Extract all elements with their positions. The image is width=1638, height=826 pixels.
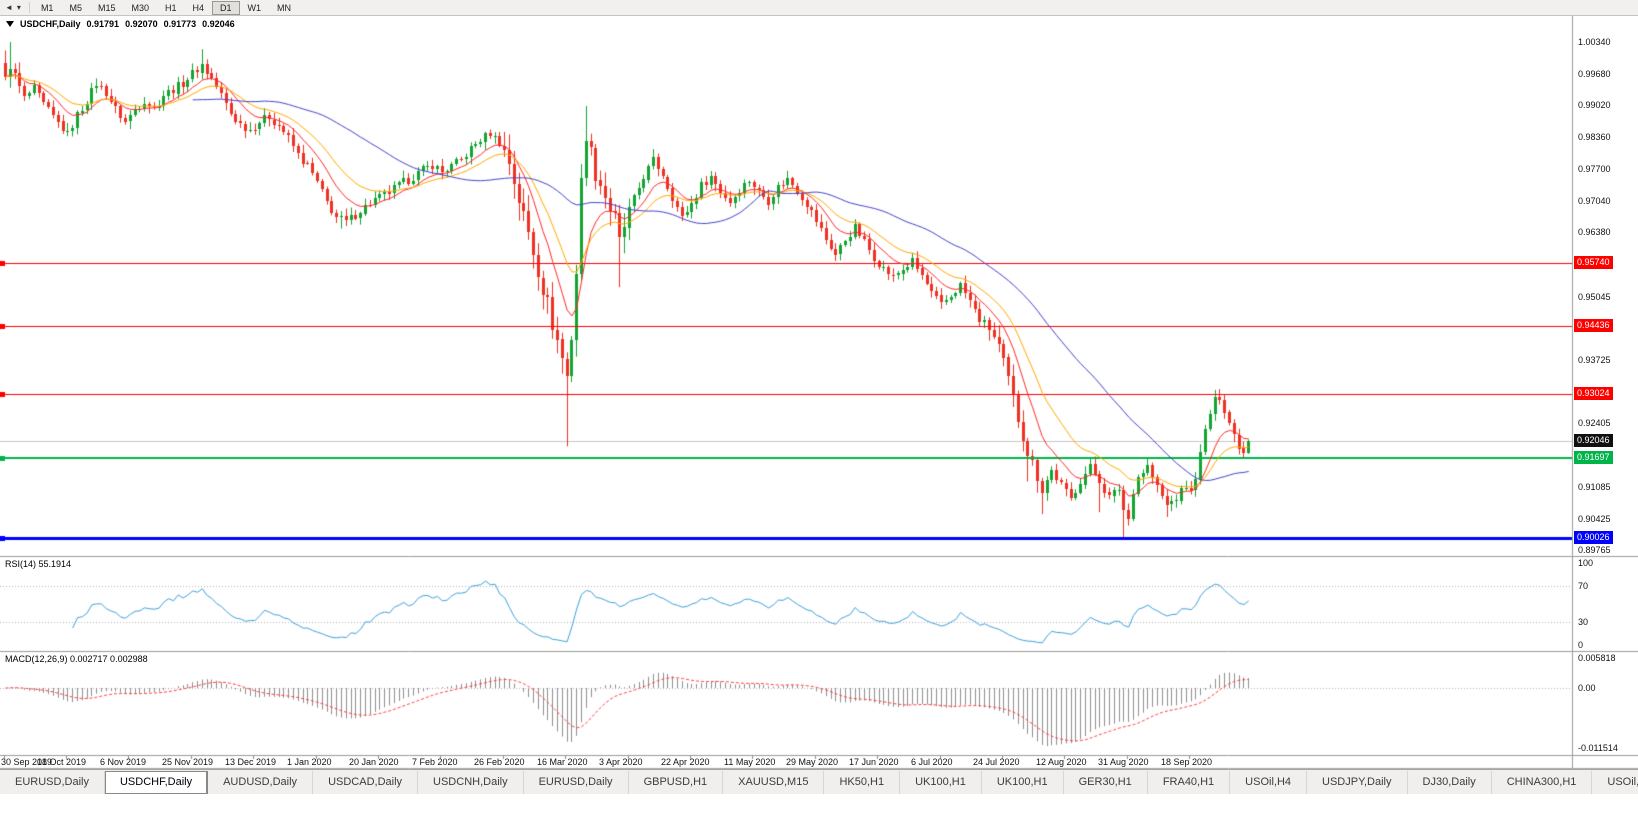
chart-tab-fra40-h1[interactable]: FRA40,H1: [1147, 771, 1231, 794]
bar-open-value: 0.91791: [86, 19, 120, 29]
timeframe-button-d1[interactable]: D1: [212, 0, 240, 15]
chart-tab-dj30-daily[interactable]: DJ30,Daily: [1407, 771, 1492, 794]
price-axis-tick: 0.95045: [1578, 292, 1611, 302]
price-line-label: 0.93024: [1574, 387, 1613, 400]
macd-axis-tick: 0.005818: [1578, 653, 1616, 663]
chart-tab-eurusd-daily[interactable]: EURUSD,Daily: [523, 771, 629, 794]
price-axis-tick: 0.89765: [1578, 545, 1611, 555]
price-axis-tick: 1.00340: [1578, 37, 1611, 47]
price-line-label: 0.91697: [1574, 451, 1613, 464]
price-axis-tick: 0.91085: [1578, 482, 1611, 492]
chart-tab-uk100-h1[interactable]: UK100,H1: [981, 771, 1064, 794]
price-axis-tick: 0.99020: [1578, 100, 1611, 110]
price-axis-tick: 0.97040: [1578, 196, 1611, 206]
bar-high-value: 0.92070: [125, 19, 158, 29]
chart-tabs: EURUSD,Daily USDCHF,Daily AUDUSD,Daily USDC…: [0, 769, 1638, 794]
toolbar-icons: ◄ ▾: [0, 3, 26, 12]
dropdown-caret-icon[interactable]: ▾: [16, 3, 21, 12]
chart-tab-usdcad-daily[interactable]: USDCAD,Daily: [313, 771, 419, 794]
macd-axis-tick: 0.00: [1578, 683, 1596, 693]
chart-tab-hk50-h1[interactable]: HK50,H1: [824, 771, 901, 794]
bar-close-value: 0.92046: [202, 19, 235, 29]
price-axis-tick: 0.99680: [1578, 69, 1611, 79]
timeframe-button-m30[interactable]: M30: [131, 2, 149, 13]
timeframe-toolbar: ◄ ▾ M1 M5 M15 M30 H1 H4 D1 W1 MN: [0, 0, 1638, 16]
timeframe-button-h4[interactable]: H4: [192, 2, 205, 13]
bar-low-value: 0.91773: [163, 19, 197, 29]
chart-tab-uk100-h1[interactable]: UK100,H1: [900, 771, 982, 794]
price-axis-tick: 0.96380: [1578, 227, 1611, 237]
price-axis-tick: 0.98360: [1578, 132, 1611, 142]
chart-tab-ger30-h1[interactable]: GER30,H1: [1063, 771, 1148, 794]
rsi-axis-tick: 70: [1578, 581, 1589, 591]
price-line-label: 0.95740: [1574, 256, 1613, 269]
price-axis-tick: 0.92405: [1578, 418, 1611, 428]
chart-tab-usoil-h4[interactable]: USOil,H4: [1230, 771, 1308, 794]
timeframe-button-m1[interactable]: M1: [40, 2, 54, 13]
chart-symbol-period: USDCHF,Daily: [20, 19, 81, 29]
chart-tab-usoil-h[interactable]: USOil,H: [1592, 771, 1638, 794]
rsi-axis-tick: 30: [1578, 617, 1589, 627]
timeframe-button-h1[interactable]: H1: [165, 2, 177, 13]
timeframe-button-m15[interactable]: M15: [97, 2, 116, 13]
chart-tab-gbpusd-h1[interactable]: GBPUSD,H1: [628, 771, 724, 794]
price-line-label: 0.92046: [1574, 434, 1613, 447]
chart-arrow-icon[interactable]: ◄: [5, 3, 13, 12]
price-axis-tick: 0.97700: [1578, 164, 1611, 174]
chart-tab-usdchf-daily[interactable]: USDCHF,Daily: [104, 771, 209, 794]
price-axis-tick: 0.93725: [1578, 355, 1611, 365]
price-axis-tick: 0.90425: [1578, 514, 1611, 524]
chart-menu-icon[interactable]: [6, 21, 14, 27]
macd-pane-title: MACD(12,26,9) 0.002717 0.002988: [5, 654, 148, 664]
timeframe-button-mn[interactable]: MN: [277, 2, 292, 13]
macd-axis-tick: -0.011514: [1578, 743, 1618, 753]
rsi-axis-tick: 100: [1578, 558, 1594, 568]
chart-tab-xauusd-m15[interactable]: XAUUSD,M15: [723, 771, 825, 794]
toolbar-separator: [28, 2, 30, 13]
chart-tab-usdcnh-daily[interactable]: USDCNH,Daily: [418, 771, 524, 794]
price-axis[interactable]: 1.00340 0.99680 0.99020 0.98360 0.97700 0.970…: [1573, 0, 1638, 826]
chart-tab-audusd-daily[interactable]: AUDUSD,Daily: [208, 771, 314, 794]
timeframe-button-m5[interactable]: M5: [69, 2, 82, 13]
price-line-label: 0.94436: [1574, 319, 1613, 332]
chart-ohlc-title: USDCHF,Daily 0.91791 0.92070 0.91773 0.9…: [6, 19, 235, 29]
timeframe-button-w1[interactable]: W1: [247, 2, 262, 13]
rsi-axis-tick: 0: [1578, 640, 1584, 650]
rsi-pane-title: RSI(14) 55.1914: [5, 559, 72, 569]
chart-tab-china300-h1[interactable]: CHINA300,H1: [1491, 771, 1593, 794]
timeframe-buttons: M1 M5 M15 M30 H1 H4 D1 W1 MN: [33, 0, 299, 15]
chart-tab-eurusd-daily[interactable]: EURUSD,Daily: [0, 771, 105, 794]
chart-tab-usdjpy-daily[interactable]: USDJPY,Daily: [1307, 771, 1408, 794]
price-line-label: 0.90026: [1574, 531, 1613, 544]
